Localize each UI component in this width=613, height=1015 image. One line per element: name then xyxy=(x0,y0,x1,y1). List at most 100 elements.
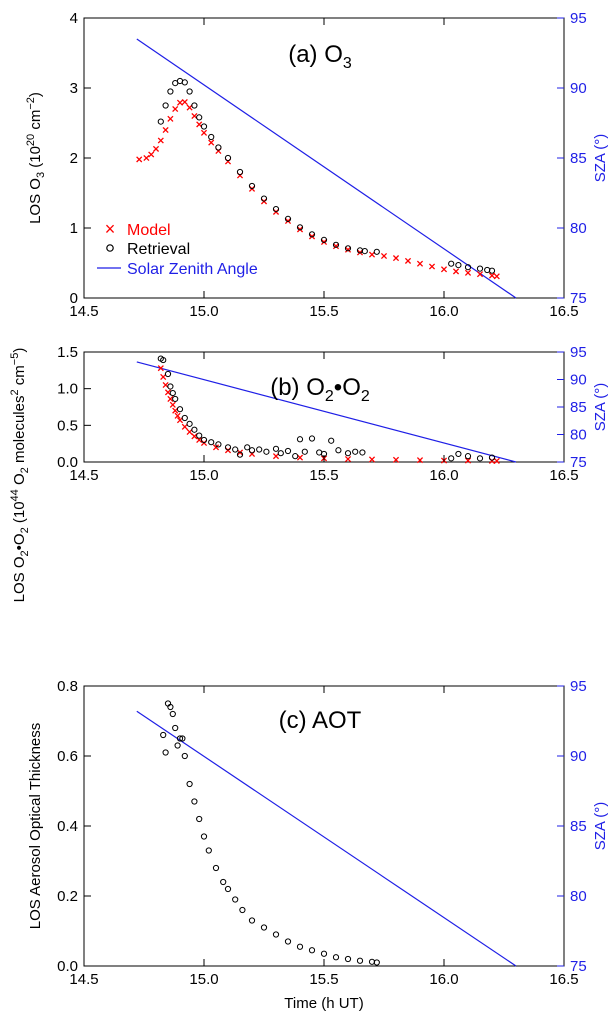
retrieval-point xyxy=(232,446,239,453)
y2-tick-label: 90 xyxy=(570,748,587,765)
y-tick-label: 3 xyxy=(70,80,78,97)
model-point xyxy=(152,145,160,152)
model-point xyxy=(452,268,460,275)
retrieval-point xyxy=(181,752,188,760)
retrieval-point xyxy=(160,356,167,364)
y2-tick-label: 90 xyxy=(570,80,587,97)
retrieval-point xyxy=(215,441,222,448)
retrieval-point xyxy=(248,182,256,190)
model-point xyxy=(416,260,424,267)
retrieval-point xyxy=(308,231,316,238)
y2-tick-label: 90 xyxy=(570,372,587,389)
retrieval-point xyxy=(200,833,208,840)
retrieval-point xyxy=(208,439,215,446)
retrieval-point xyxy=(308,947,316,954)
x-tick-label: 15.0 xyxy=(189,971,218,988)
model-point xyxy=(416,457,424,464)
retrieval-point xyxy=(308,435,316,442)
model-point xyxy=(186,428,193,435)
y2-tick-label: 80 xyxy=(570,220,587,237)
retrieval-point xyxy=(248,447,256,454)
model-point xyxy=(157,365,164,372)
model-point xyxy=(191,433,198,440)
retrieval-point xyxy=(215,144,222,151)
sza-line xyxy=(136,361,517,463)
retrieval-point xyxy=(186,780,193,788)
retrieval-point xyxy=(476,455,484,462)
retrieval-point xyxy=(301,448,308,455)
y-tick-label: 0.5 xyxy=(57,417,78,434)
retrieval-point xyxy=(448,260,455,267)
model-point xyxy=(296,226,304,233)
tick-group: 14.5 15.0 15.5 16.0 16.5 0 1 2 3 4 75 80 85 90 95 xyxy=(69,10,586,320)
model-point xyxy=(368,456,376,463)
legend-retrieval-marker xyxy=(106,244,114,252)
sza-line xyxy=(136,38,517,299)
y-tick-label: 0.0 xyxy=(57,958,78,975)
retrieval-point xyxy=(191,798,198,805)
y2-tick-label: 75 xyxy=(570,454,587,471)
retrieval-point xyxy=(236,451,244,458)
retrieval-point xyxy=(284,215,292,222)
model-point xyxy=(143,154,150,162)
y-tick-label: 2 xyxy=(70,150,78,167)
model-point xyxy=(212,444,220,451)
model-point xyxy=(148,151,155,158)
x-tick-label: 15.5 xyxy=(309,467,338,484)
model-point xyxy=(392,255,400,262)
retrieval-point xyxy=(191,102,198,109)
retrieval-point xyxy=(260,195,268,202)
retrieval-point xyxy=(181,79,188,86)
y-tick-label: 4 xyxy=(70,10,78,27)
retrieval-point xyxy=(455,450,462,458)
sza-line-group xyxy=(136,710,517,967)
y2-axis-label: SZA (°) xyxy=(592,383,609,432)
model-point xyxy=(157,137,164,144)
retrieval-point xyxy=(176,735,184,742)
retrieval-point xyxy=(162,749,169,756)
retrieval-point xyxy=(196,114,203,121)
panel-b: 14.5 15.0 15.5 16.0 16.5 0.0 0.5 1.0 1.5 75 80 85 90… xyxy=(9,344,609,602)
model-point xyxy=(368,251,376,258)
model-point xyxy=(493,273,500,280)
retrieval-point xyxy=(488,454,496,461)
model-point xyxy=(464,457,472,464)
model-point xyxy=(428,263,436,270)
retrieval-point xyxy=(176,406,184,413)
retrieval-point xyxy=(224,885,232,893)
model-point xyxy=(440,266,448,273)
retrieval-point xyxy=(352,448,359,455)
retrieval-point xyxy=(292,453,299,460)
retrieval-point xyxy=(256,446,263,453)
x-tick-label: 15.5 xyxy=(309,303,338,320)
model-point xyxy=(181,98,188,106)
sza-line-group xyxy=(136,38,517,299)
tick-group: 14.5 15.0 15.5 16.0 16.5 0.0 0.5 1.0 1.5 75 80 85 90… xyxy=(57,344,587,484)
y2-tick-label: 85 xyxy=(570,150,587,167)
retrieval-point xyxy=(160,731,167,739)
retrieval-point xyxy=(272,445,280,452)
retrieval-point xyxy=(205,847,212,854)
y2-axis-label: SZA (°) xyxy=(592,802,609,851)
y-tick-label: 0.6 xyxy=(57,748,78,765)
retrieval-point xyxy=(248,917,256,924)
retrieval-point xyxy=(162,102,169,109)
y-tick-label: 0.0 xyxy=(57,454,78,471)
model-point xyxy=(174,412,181,419)
retrieval-point xyxy=(157,118,164,125)
model-point xyxy=(167,115,174,122)
x-tick-label: 16.5 xyxy=(549,971,578,988)
model-point xyxy=(493,457,500,464)
retrieval-point xyxy=(167,383,174,390)
model-point xyxy=(344,456,352,463)
retrieval-point xyxy=(164,370,172,378)
retrieval-point xyxy=(181,414,188,422)
retrieval-point xyxy=(464,264,472,271)
y2-tick-label: 80 xyxy=(570,427,587,444)
retrieval-point xyxy=(212,864,220,872)
sza-line xyxy=(136,710,517,967)
sza-line-group xyxy=(136,361,517,463)
x-tick-label: 15.0 xyxy=(189,467,218,484)
panel-a: 14.5 15.0 15.5 16.0 16.5 0 1 2 3 4 75 80 85 90 95 (a) … xyxy=(25,10,609,320)
y2-tick-label: 95 xyxy=(570,10,587,27)
